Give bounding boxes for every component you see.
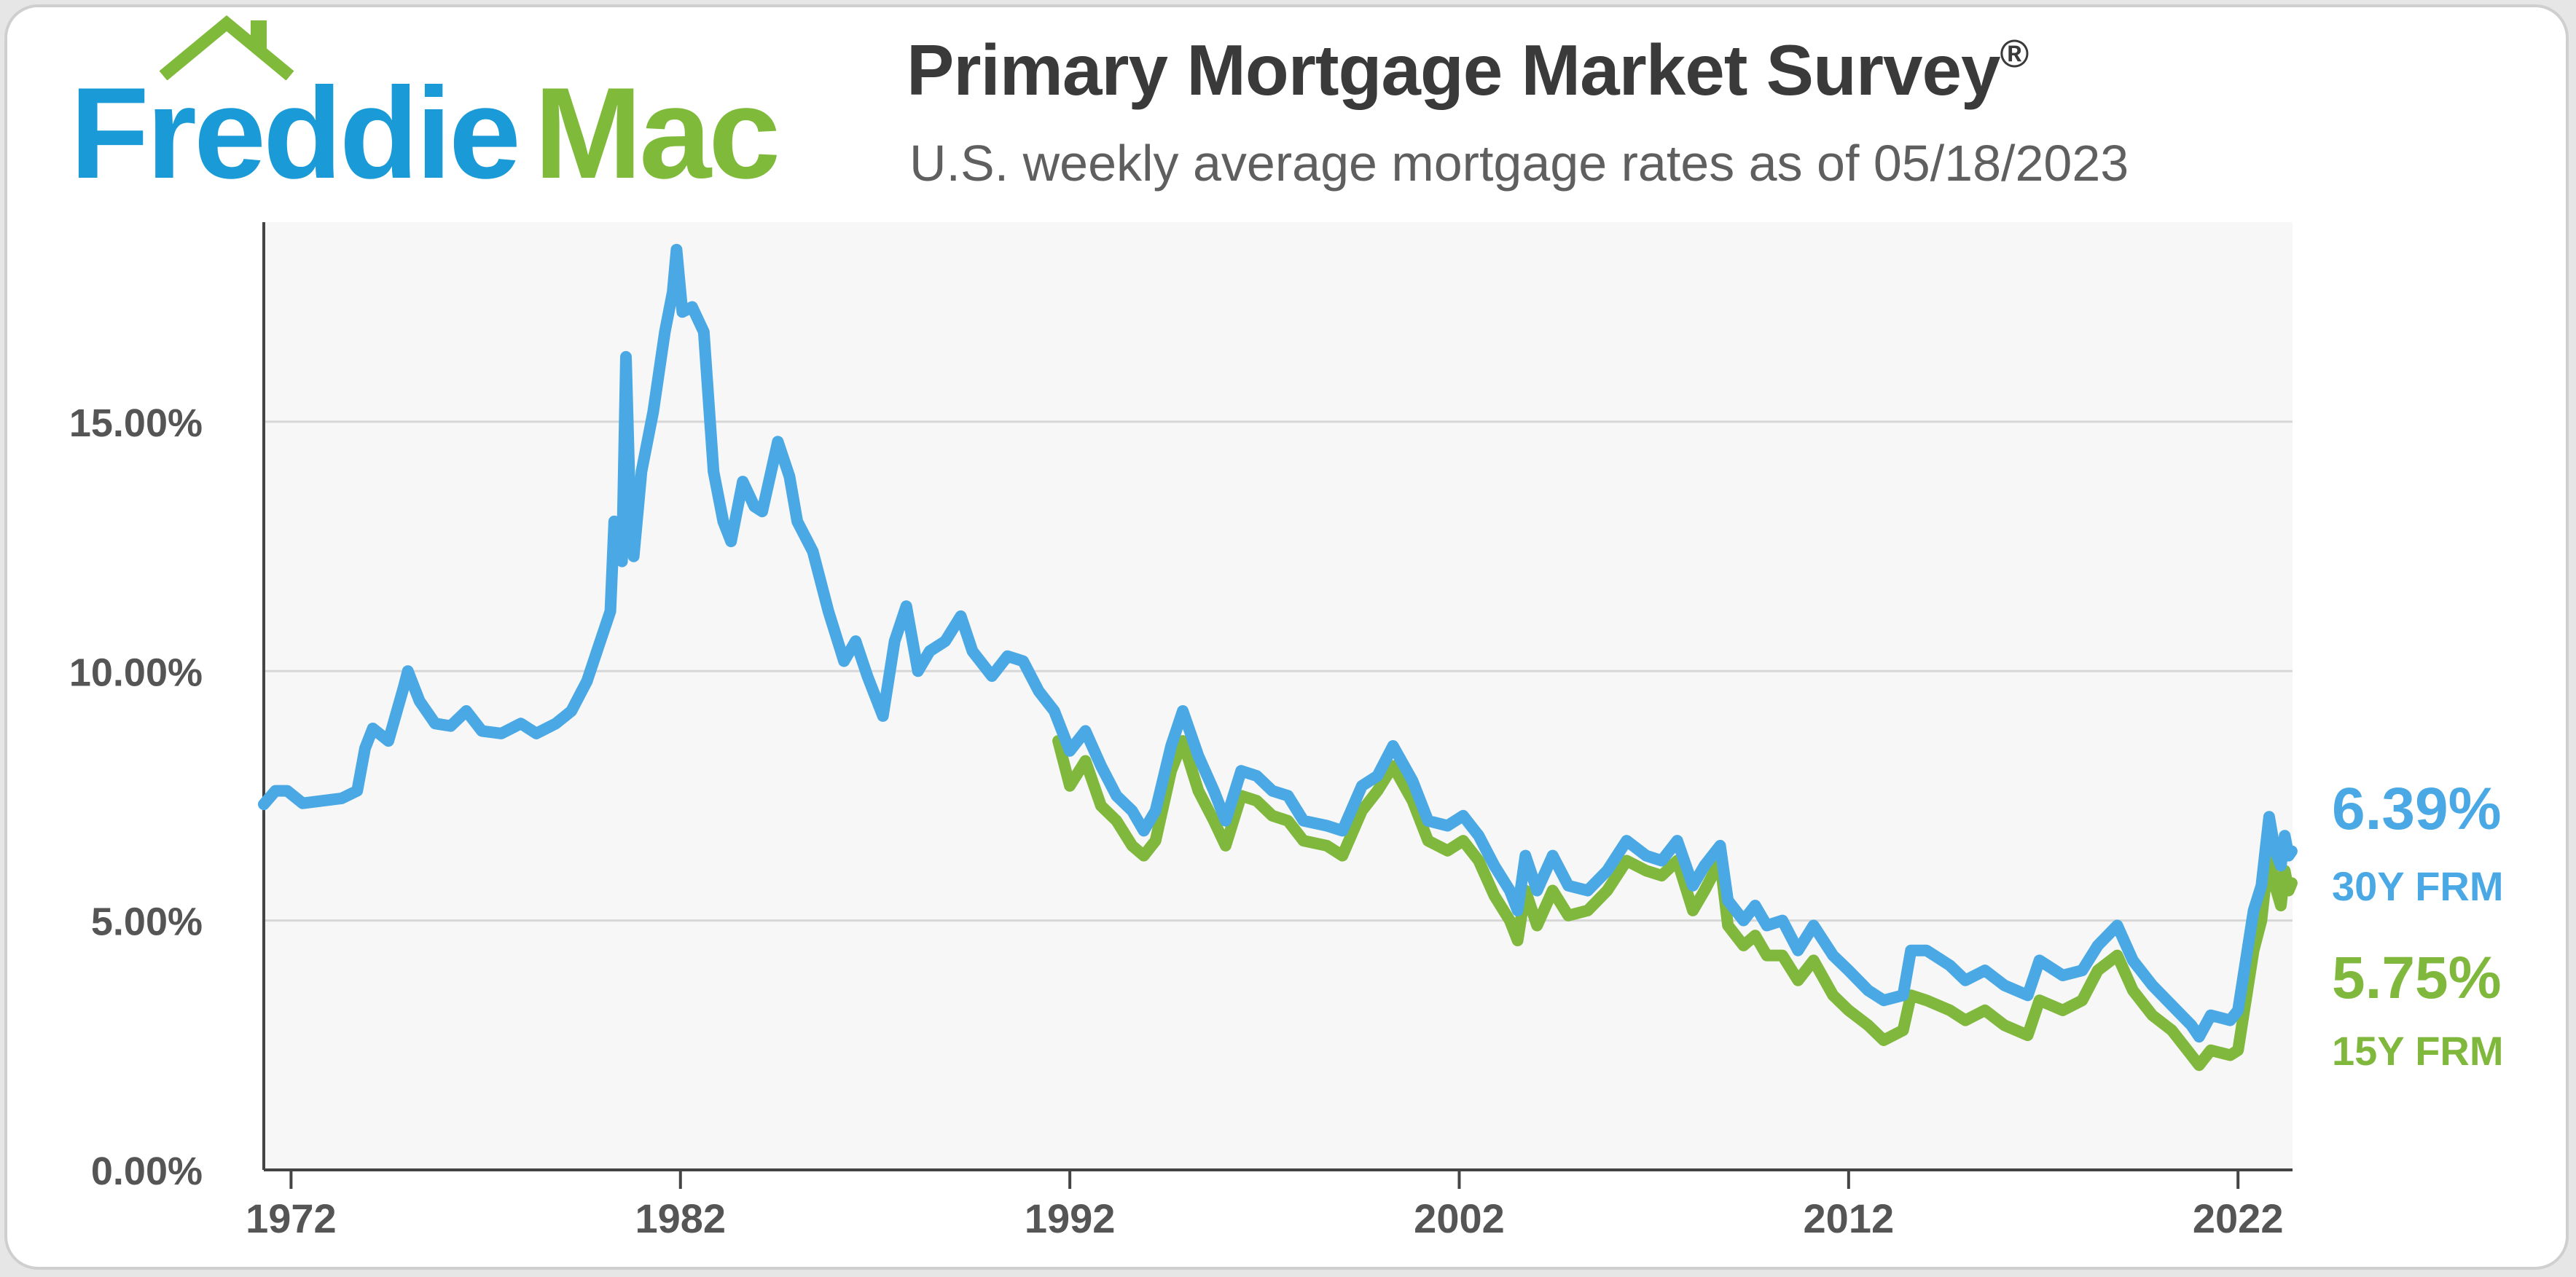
chart-plot: 0.00% 5.00% 10.00% 15.00% 1972 1982 1992 2002 2… [69, 222, 2503, 1241]
y-tick-label: 5.00% [91, 900, 203, 944]
house-roof-icon [159, 15, 294, 80]
series-lines [258, 243, 2298, 1072]
end-value-15y: 5.75% [2332, 945, 2502, 1011]
y-tick-label: 10.00% [69, 651, 203, 694]
logo-wordmark: Freddie Mac [70, 60, 780, 205]
chart-subtitle: U.S. weekly average mortgage rates as of… [909, 135, 2129, 192]
x-tick-label: 2002 [1414, 1195, 1505, 1241]
y-axis-ticks: 0.00% 5.00% 10.00% 15.00% [69, 401, 203, 1193]
registered-mark: ® [2000, 32, 2029, 76]
end-label-30y: 30Y FRM [2332, 863, 2503, 909]
x-axis-ticks: 1972 1982 1992 2002 2012 2022 [246, 1170, 2283, 1241]
plot-background [264, 222, 2293, 1170]
chart-title: Primary Mortgage Market Survey® [907, 29, 2029, 111]
grid-lines [264, 420, 2293, 922]
x-tick-label: 1972 [246, 1195, 337, 1241]
axes [262, 222, 2293, 1171]
chart-title-text: Primary Mortgage Market Survey [907, 30, 2000, 110]
chart-card: Freddie Mac Primary Mortgage Market Surve… [4, 4, 2569, 1270]
x-tick-label: 1982 [635, 1195, 726, 1241]
end-value-30y: 6.39% [2332, 776, 2502, 842]
x-tick-label: 2022 [2193, 1195, 2284, 1241]
y-tick-label: 15.00% [69, 401, 203, 445]
series-line-15y [1052, 735, 2298, 1072]
end-labels: 6.39% 30Y FRM 5.75% 15Y FRM [2332, 776, 2503, 1074]
freddie-mac-logo: Freddie Mac [70, 15, 842, 205]
x-tick-label: 2012 [1804, 1195, 1895, 1241]
y-tick-label: 0.00% [91, 1150, 203, 1193]
x-tick-label: 1992 [1025, 1195, 1116, 1241]
end-label-15y: 15Y FRM [2332, 1028, 2503, 1074]
logo-freddie: Freddie [70, 60, 521, 205]
series-line-30y [258, 243, 2298, 1043]
logo-mac: Mac [533, 60, 780, 205]
